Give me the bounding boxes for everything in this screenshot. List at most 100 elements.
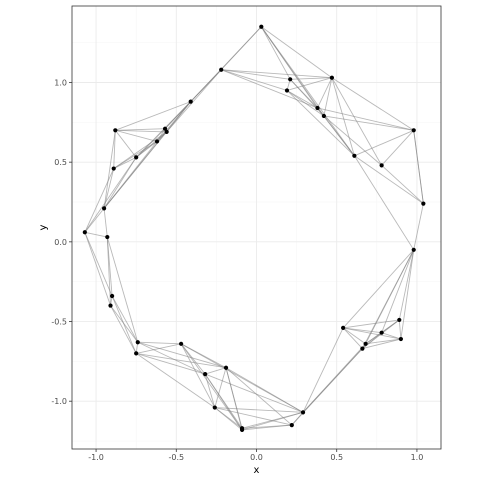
network-edge	[110, 305, 139, 343]
network-node	[162, 126, 168, 131]
network-edge	[221, 69, 318, 109]
network-node	[113, 128, 118, 133]
network-node	[363, 341, 368, 346]
network-edge	[413, 130, 424, 204]
network-node	[154, 139, 160, 144]
network-edge	[290, 77, 332, 80]
network-node	[352, 153, 357, 158]
network-edge	[323, 115, 382, 166]
network-edge	[343, 327, 401, 340]
network-edge	[115, 101, 191, 131]
network-edge	[115, 128, 166, 131]
y-tick-label: 1.0	[54, 78, 67, 87]
network-edge	[136, 352, 227, 369]
network-edge	[205, 367, 227, 375]
network-edge	[221, 69, 291, 80]
network-edge	[221, 69, 288, 91]
network-edge	[115, 129, 167, 133]
network-node	[300, 410, 306, 415]
network-node	[411, 128, 416, 133]
network-edge	[260, 26, 355, 157]
plot-panel	[71, 5, 442, 450]
network-node	[219, 67, 224, 72]
network-edge	[317, 107, 414, 131]
network-node	[321, 113, 326, 119]
network-edge	[286, 90, 325, 117]
network-node	[398, 336, 403, 342]
y-tick-label: 0.0	[54, 238, 67, 247]
network-node	[134, 351, 139, 356]
network-edge	[204, 373, 304, 413]
network-edge	[331, 77, 414, 131]
network-edge	[260, 26, 291, 80]
network-edge	[166, 69, 222, 133]
network-node	[178, 341, 184, 346]
network-edge	[398, 319, 402, 340]
network-node	[379, 163, 384, 168]
network-edge	[286, 77, 333, 91]
network-edge	[84, 168, 115, 233]
network-node	[203, 372, 208, 377]
network-edge	[225, 367, 293, 426]
network-node	[360, 346, 365, 351]
network-edge	[381, 129, 415, 166]
network-edge	[323, 115, 355, 157]
network-edge	[362, 332, 382, 349]
major-grid	[72, 6, 441, 449]
network-edge	[103, 208, 108, 238]
network-edge	[365, 338, 401, 345]
network-edge	[111, 295, 139, 343]
network-edge	[302, 327, 344, 413]
network-edge	[113, 141, 158, 169]
network-edges	[84, 26, 424, 431]
network-edge	[398, 249, 415, 321]
network-node	[289, 422, 294, 428]
network-edge	[302, 343, 366, 413]
network-edge	[103, 141, 158, 209]
y-tick-label: -1.0	[51, 397, 67, 406]
x-tick-label: 0.0	[250, 453, 263, 462]
network-edge	[214, 407, 304, 413]
network-edge	[286, 90, 318, 109]
network-edge	[413, 203, 424, 250]
network-edge	[221, 69, 332, 79]
network-edge	[323, 115, 414, 131]
network-node	[135, 340, 140, 345]
network-node	[379, 330, 384, 335]
network-edge	[136, 352, 206, 375]
network-edge	[115, 129, 158, 142]
network-edge	[214, 407, 292, 426]
network-node	[110, 293, 115, 299]
network-edge	[180, 343, 304, 413]
network-edge	[137, 341, 227, 369]
network-edge	[242, 424, 292, 431]
network-node	[411, 247, 416, 252]
network-edge	[110, 305, 137, 354]
network-edge	[84, 232, 113, 297]
network-edge	[103, 130, 116, 209]
network-edge	[137, 341, 182, 345]
network-edge	[362, 338, 401, 350]
network-edge	[381, 165, 424, 204]
x-axis-title: x	[254, 465, 260, 476]
network-node	[108, 303, 113, 308]
x-tick-label: -1.0	[88, 453, 104, 462]
network-node	[421, 201, 426, 206]
network-node	[259, 24, 264, 29]
network-nodes	[82, 24, 426, 432]
y-tick-label: -0.5	[51, 318, 67, 327]
network-edge	[354, 155, 424, 204]
network-edge	[342, 249, 415, 329]
network-edge	[84, 208, 105, 233]
network-edge	[180, 343, 243, 431]
network-edge	[241, 411, 304, 431]
network-edge	[113, 131, 167, 169]
network-edge	[214, 407, 243, 431]
network-node	[315, 105, 320, 111]
network-node	[284, 88, 290, 93]
network-edge	[343, 319, 400, 329]
network-edge	[180, 343, 216, 408]
x-tick-label: 1.0	[411, 453, 424, 462]
network-edge	[114, 130, 137, 158]
network-edge	[84, 231, 108, 238]
